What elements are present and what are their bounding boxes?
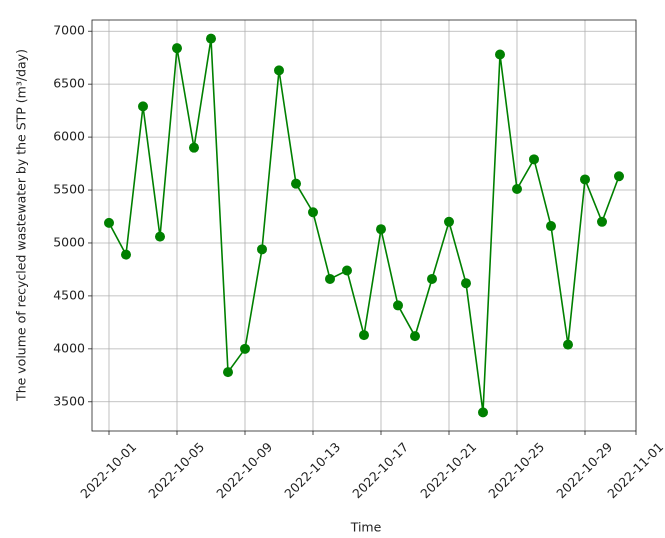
x-axis-label: Time <box>350 520 382 535</box>
data-point <box>393 300 403 311</box>
data-point <box>359 330 369 341</box>
data-point <box>240 343 250 354</box>
data-point <box>291 178 301 189</box>
data-point <box>223 367 233 378</box>
y-axis-label: The volume of recycled wastewater by the… <box>14 49 29 402</box>
x-tick-label: 2022-10-05 <box>145 439 207 501</box>
data-point <box>206 33 216 44</box>
x-tick-label: 2022-10-17 <box>349 439 411 501</box>
y-tick-label: 4500 <box>53 287 85 302</box>
data-point <box>495 49 505 60</box>
x-tick-label: 2022-10-25 <box>485 439 547 501</box>
data-point <box>614 171 624 182</box>
data-point <box>512 183 522 194</box>
x-tick-label: 2022-10-21 <box>417 439 479 501</box>
y-tick-label: 5500 <box>53 182 85 197</box>
data-point <box>342 265 352 276</box>
x-tick-label: 2022-10-13 <box>281 439 343 501</box>
data-point <box>563 339 573 350</box>
x-tick-label: 2022-10-09 <box>213 439 275 501</box>
data-point <box>325 273 335 284</box>
y-tick-label: 6500 <box>53 76 85 91</box>
data-point <box>376 224 386 235</box>
data-point <box>104 217 114 228</box>
data-point <box>189 142 199 153</box>
data-point <box>427 273 437 284</box>
y-tick-label: 6000 <box>53 129 85 144</box>
data-point <box>461 278 471 289</box>
y-tick-label: 7000 <box>53 23 85 38</box>
data-point <box>410 331 420 342</box>
data-point <box>308 207 318 218</box>
data-point <box>546 221 556 232</box>
data-point <box>121 249 131 260</box>
y-tick-label: 5000 <box>53 234 85 249</box>
data-point <box>172 43 182 54</box>
data-point <box>257 244 267 255</box>
data-point <box>529 154 539 165</box>
x-tick-label: 2022-10-01 <box>77 439 139 501</box>
data-point <box>478 407 488 418</box>
y-tick-label: 4000 <box>53 340 85 355</box>
data-line <box>108 38 620 413</box>
data-point <box>597 216 607 227</box>
plot-frame <box>91 19 637 432</box>
y-tick-label: 3500 <box>53 393 85 408</box>
data-point <box>274 65 284 76</box>
data-point <box>138 101 148 112</box>
data-point <box>580 174 590 185</box>
data-point <box>444 216 454 227</box>
data-point <box>155 231 165 242</box>
